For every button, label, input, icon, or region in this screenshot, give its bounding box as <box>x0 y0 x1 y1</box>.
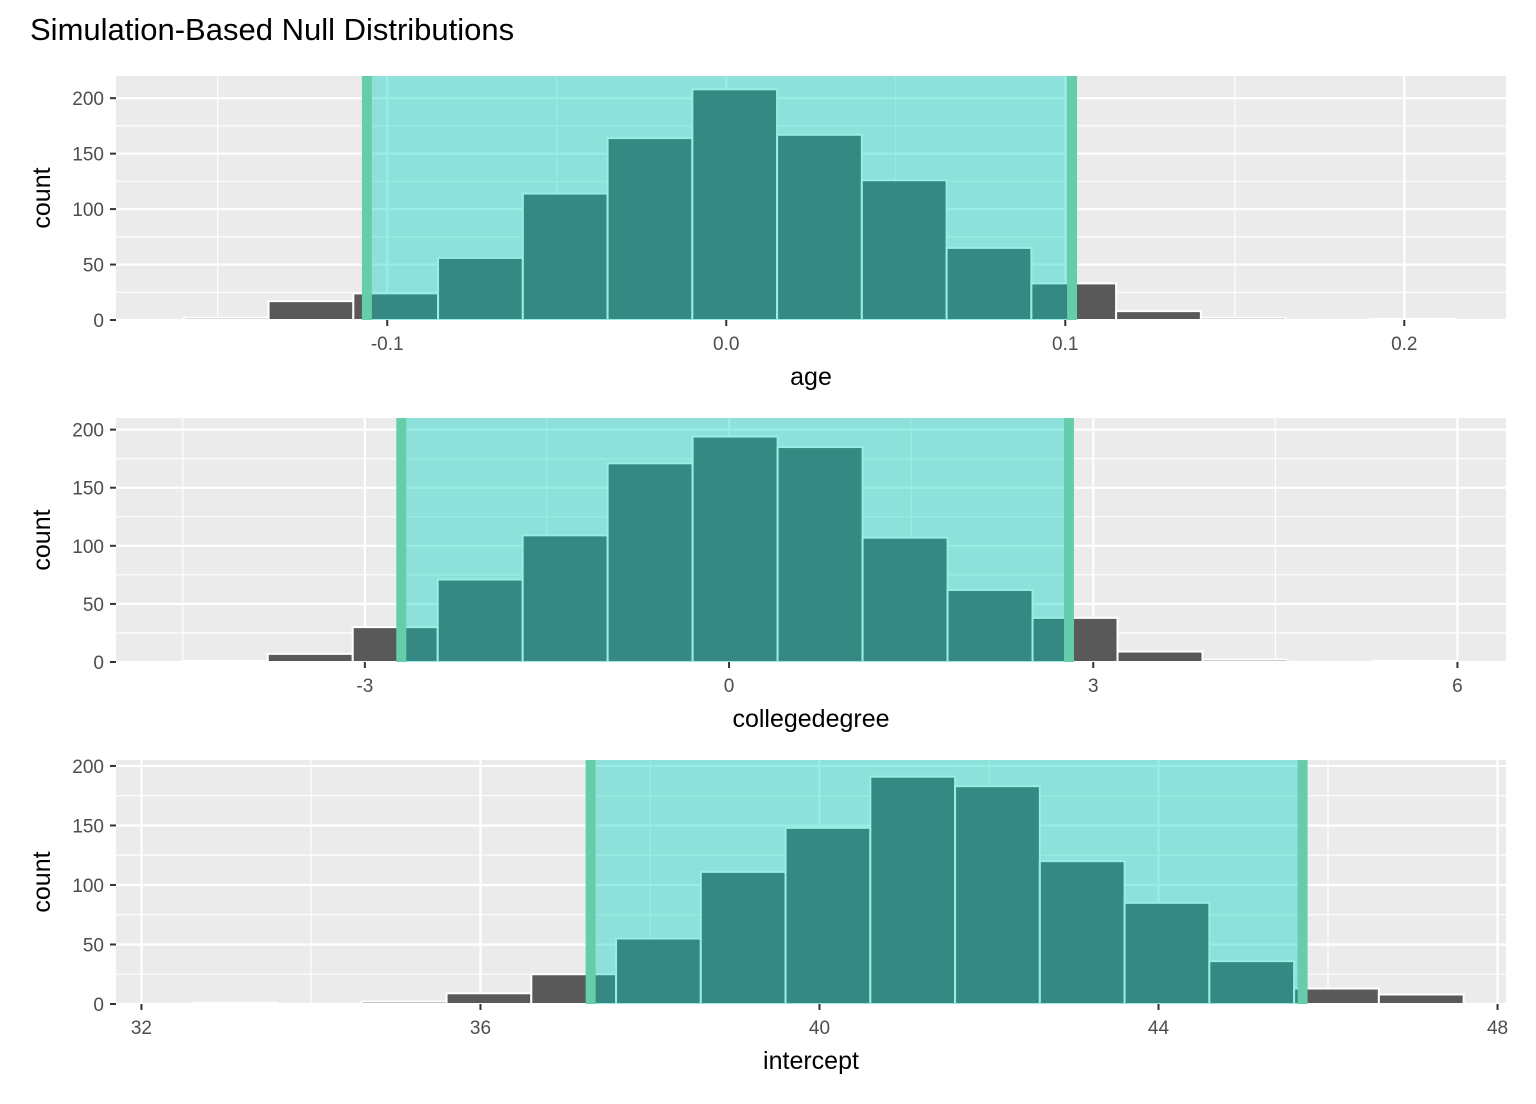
y-tick-label: 50 <box>83 935 104 956</box>
histogram-bar <box>954 785 1041 1005</box>
histogram-bar <box>521 192 609 321</box>
panel-age: 0 50 100 150 200 -0.1 0.0 0.1 0.2 age count <box>28 76 1506 391</box>
y-tick-label: 0 <box>93 995 104 1016</box>
shaded-interval <box>590 760 1303 1004</box>
shaded-interval <box>366 76 1073 320</box>
histogram-bar <box>445 992 533 1005</box>
y-tick-label: 100 <box>72 876 104 897</box>
histogram-bar <box>1208 960 1296 1006</box>
histogram-bar <box>1369 317 1457 321</box>
histogram-bar <box>699 870 787 1006</box>
x-tick-label: 3 <box>1088 676 1099 697</box>
y-tick-label: 200 <box>72 757 104 778</box>
y-tick-label: 200 <box>72 89 104 110</box>
y-tick-label: 100 <box>72 200 104 221</box>
x-tick-label: 32 <box>131 1018 152 1039</box>
y-tick-label: 200 <box>72 421 104 442</box>
histogram-bar <box>521 534 609 663</box>
facet-panels: 0 50 100 150 200 -0.1 0.0 0.1 0.2 age count 0 50 100 1… <box>28 76 1508 1075</box>
histogram-bar <box>606 462 694 664</box>
histogram-bar <box>869 775 957 1005</box>
y-tick-label: 50 <box>83 256 104 277</box>
x-tick-label: 40 <box>809 1018 830 1039</box>
x-tick-label: -3 <box>356 676 373 697</box>
y-axis-title: count <box>28 851 56 912</box>
histogram-bar <box>1116 650 1204 663</box>
x-tick-label: 44 <box>1148 1018 1170 1039</box>
histogram-bar <box>191 1001 279 1005</box>
histogram-bar <box>946 588 1034 664</box>
y-tick-label: 150 <box>72 816 104 837</box>
x-tick-label: 36 <box>470 1018 491 1039</box>
panel-collegedegree: 0 50 100 150 200 -3 0 3 6 collegedegree count <box>28 418 1506 733</box>
y-tick-label: 0 <box>93 311 104 332</box>
x-tick-label: 0.1 <box>1052 334 1078 355</box>
x-tick-label: 0.2 <box>1391 334 1417 355</box>
histogram-bar <box>615 937 702 1005</box>
histogram-bar <box>776 133 863 321</box>
histogram-bar <box>437 256 524 321</box>
y-tick-label: 150 <box>72 479 104 500</box>
histogram-bar <box>1201 658 1289 664</box>
histogram-bar <box>267 300 355 321</box>
histogram-bar <box>1123 901 1211 1006</box>
y-tick-label: 150 <box>72 145 104 166</box>
y-axis-title: count <box>28 509 56 570</box>
histogram-bar <box>181 659 269 663</box>
histogram-bar <box>1371 659 1459 663</box>
histogram-bar <box>182 316 270 322</box>
x-tick-label: 48 <box>1487 1018 1508 1039</box>
x-axis-title: intercept <box>763 1047 859 1075</box>
histogram-bar <box>945 246 1033 321</box>
histogram-bar <box>1031 616 1119 663</box>
histogram-bar <box>1115 310 1202 321</box>
histogram-bar <box>1199 316 1287 322</box>
histogram-bar <box>776 446 864 663</box>
x-axis-title: age <box>790 363 832 391</box>
histogram-bar <box>360 1000 448 1005</box>
y-tick-label: 100 <box>72 537 104 558</box>
panel-intercept: 0 50 100 150 200 32 36 40 44 48 intercept count <box>28 757 1508 1075</box>
x-tick-label: 0 <box>724 676 735 697</box>
histogram-bar <box>436 578 524 663</box>
shaded-interval <box>401 418 1069 662</box>
x-tick-label: 0.0 <box>713 334 739 355</box>
histogram-bar <box>1038 860 1126 1005</box>
x-tick-label: 6 <box>1452 676 1463 697</box>
y-tick-label: 50 <box>83 595 104 616</box>
plot-title: Simulation-Based Null Distributions <box>30 12 514 47</box>
y-axis-title: count <box>28 167 56 228</box>
histogram-bar <box>266 652 354 663</box>
x-tick-label: -0.1 <box>371 334 404 355</box>
y-tick-label: 0 <box>93 653 104 674</box>
x-axis-title: collegedegree <box>732 705 889 733</box>
histogram-bar <box>1377 993 1465 1005</box>
